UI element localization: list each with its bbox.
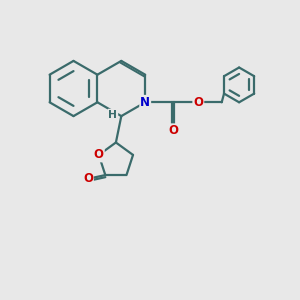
Text: H: H [109,110,117,120]
Text: O: O [193,96,203,109]
Text: N: N [140,96,150,109]
Text: O: O [83,172,93,184]
Text: O: O [169,124,179,137]
Text: O: O [94,148,104,161]
